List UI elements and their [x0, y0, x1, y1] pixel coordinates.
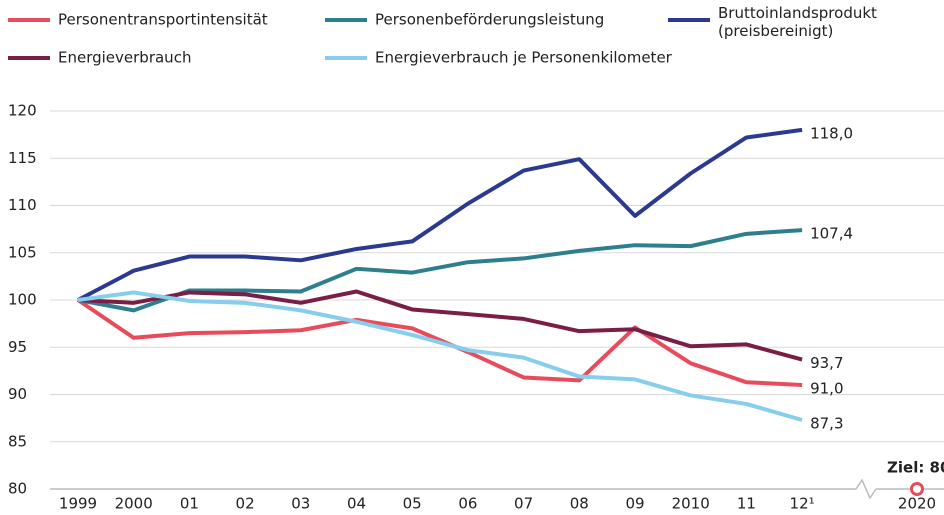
- line-series: [77, 289, 803, 362]
- legend-label: Bruttoinlandsprodukt (preisbereinigt): [718, 4, 877, 40]
- x-tick-label: 04: [347, 495, 366, 513]
- x-tick-label: 11: [737, 495, 756, 513]
- legend-label: Energieverbrauch je Personenkilometer: [375, 49, 673, 67]
- x-tick-label: 01: [180, 495, 199, 513]
- x-tick-label: 12¹: [790, 495, 815, 513]
- line-series: [77, 228, 803, 313]
- x-tick-label: 07: [514, 495, 533, 513]
- value-label: 107,4: [810, 225, 853, 243]
- x-tick-label: 06: [458, 495, 477, 513]
- axis-break: [846, 478, 877, 500]
- line-series: [76, 298, 803, 388]
- value-label: 87,3: [810, 415, 843, 433]
- x-tick-label: 05: [403, 495, 422, 513]
- x-tick-label: 02: [236, 495, 255, 513]
- value-label: 91,0: [810, 380, 843, 398]
- y-tick-label: 85: [8, 432, 27, 450]
- x-tick-label: 08: [570, 495, 589, 513]
- y-tick-label: 95: [8, 338, 27, 356]
- x-tick-label: 2010: [672, 495, 710, 513]
- x-tick-label: 1999: [59, 495, 97, 513]
- x-tick-label: 2000: [115, 495, 153, 513]
- x-tick-label: 03: [291, 495, 310, 513]
- target-marker: [910, 482, 924, 496]
- line-series: [77, 290, 803, 422]
- y-tick-label: 105: [8, 243, 37, 261]
- legend-label: Personentransportintensität: [58, 11, 268, 29]
- y-tick-label: 80: [8, 480, 27, 498]
- y-tick-label: 115: [8, 149, 37, 167]
- legend-label: Energieverbrauch: [58, 49, 191, 67]
- value-label: 118,0: [810, 124, 853, 142]
- y-tick-label: 110: [8, 196, 37, 214]
- x-tick-label: 2020: [898, 495, 936, 513]
- y-tick-label: 120: [8, 102, 37, 120]
- y-tick-label: 90: [8, 385, 27, 403]
- value-label: 93,7: [810, 354, 843, 372]
- legend-label: Personenbeförderungsleistung: [375, 11, 604, 29]
- y-tick-label: 100: [8, 291, 37, 309]
- x-tick-label: 09: [625, 495, 644, 513]
- target-label: Ziel: 80: [887, 459, 944, 477]
- line-series: [77, 127, 803, 302]
